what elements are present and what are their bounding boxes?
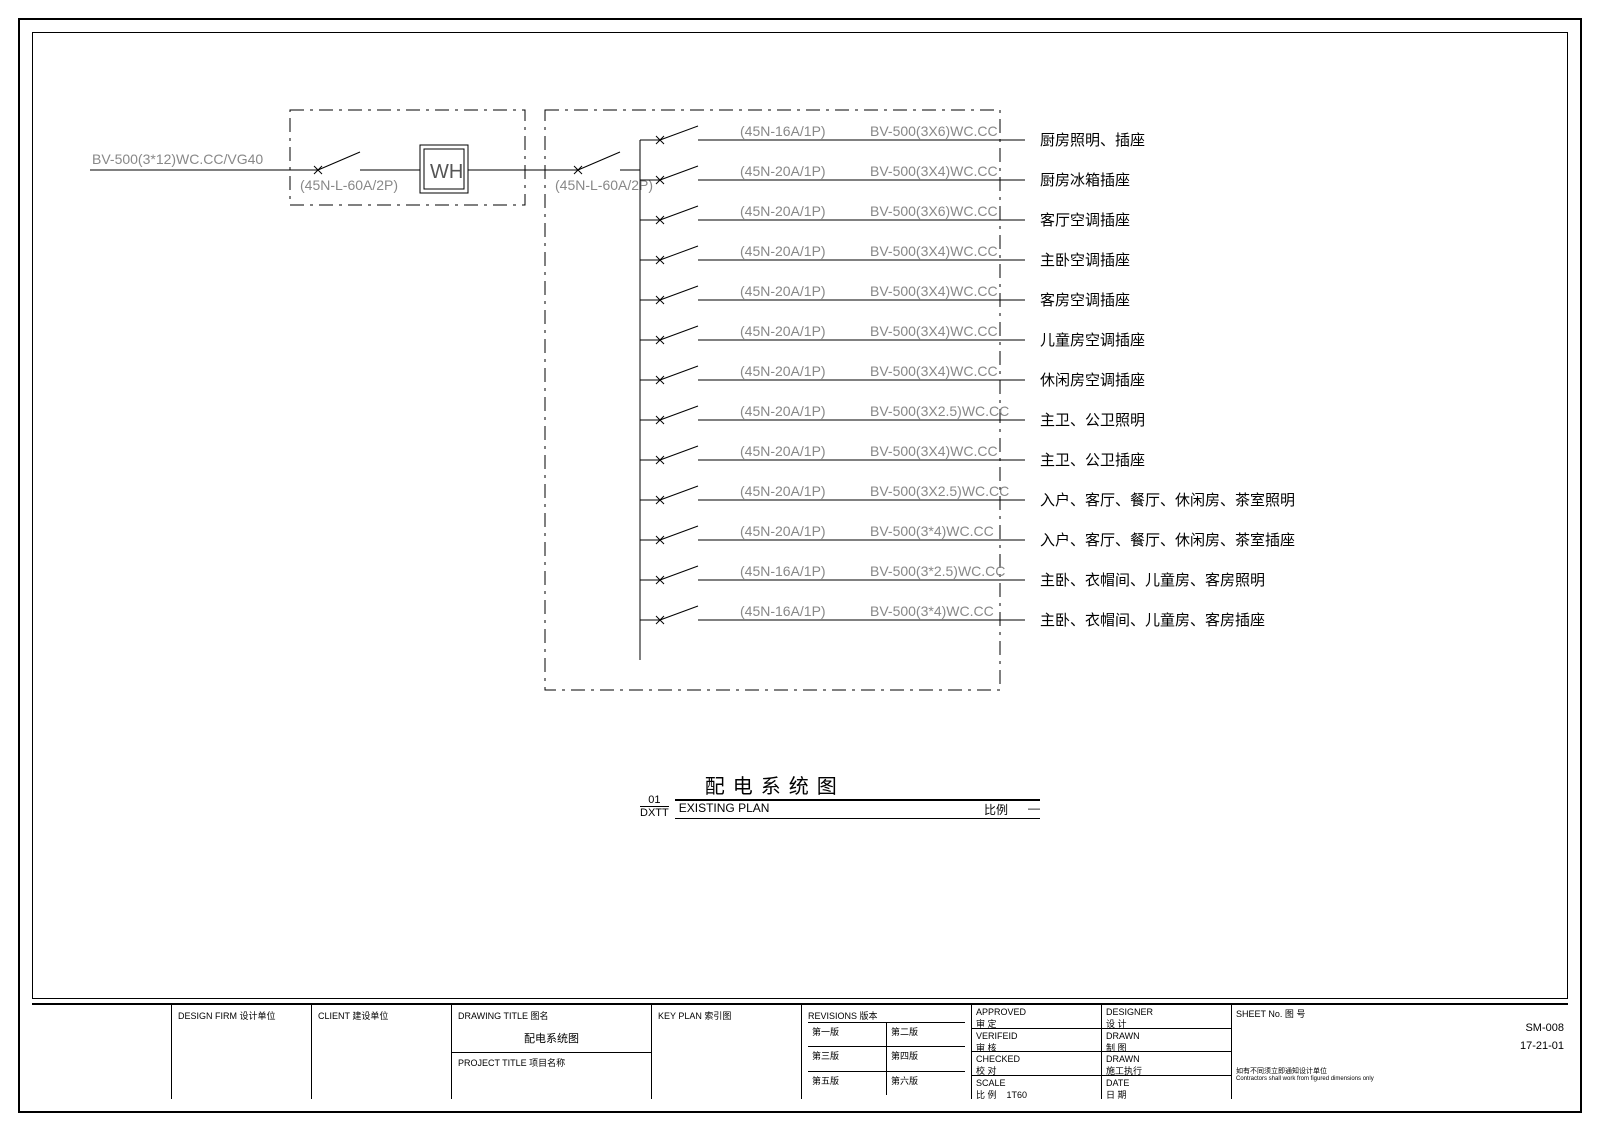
circuit-breaker-label: (45N-20A/1P)	[740, 163, 826, 179]
revision-cell: 第三版	[808, 1047, 887, 1070]
titleblock-col: APPROVED审 定VERIFEID审 核CHECKED校 对SCALE比 例…	[972, 1005, 1102, 1099]
circuits-group: (45N-16A/1P) BV-500(3X6)WC.CC 厨房照明、插座 (45N-…	[640, 123, 1295, 629]
distribution-diagram: BV-500(3*12)WC.CC/VG40 (45N-L-60A/2P) WH…	[0, 0, 1600, 1131]
titleblock-label: CLIENT 建设单位	[318, 1009, 445, 1022]
circuit-cable-label: BV-500(3*4)WC.CC	[870, 523, 994, 539]
incoming-breaker-label: (45N-L-60A/2P)	[300, 177, 398, 193]
circuit-breaker-label: (45N-16A/1P)	[740, 603, 826, 619]
circuit-breaker-label: (45N-20A/1P)	[740, 523, 826, 539]
titleblock-field: CHECKED校 对	[972, 1052, 1101, 1076]
circuit-description: 入户、客厅、餐厅、休闲房、茶室插座	[1040, 532, 1295, 549]
titleblock-field: VERIFEID审 核	[972, 1029, 1101, 1053]
title-en: EXISTING PLAN	[679, 801, 770, 818]
meter-label: WH	[430, 161, 463, 183]
revision-cell: 第五版	[808, 1072, 887, 1095]
circuit-description: 厨房照明、插座	[1040, 132, 1145, 149]
titleblock-field: SCALE比 例 1T60	[972, 1076, 1101, 1100]
titleblock-col: CLIENT 建设单位	[312, 1005, 452, 1099]
circuit-description: 客厅空调插座	[1040, 212, 1130, 229]
circuit-cable-label: BV-500(3X4)WC.CC	[870, 163, 998, 179]
circuit-description: 主卧、衣帽间、儿童房、客房插座	[1040, 611, 1265, 629]
revision-cell: 第二版	[887, 1023, 965, 1046]
drawing-title-block: 01 DXTT 配电系统图 EXISTING PLAN 比例 —	[640, 770, 1040, 819]
incoming-cable-label: BV-500(3*12)WC.CC/VG40	[92, 151, 263, 167]
circuit-cable-label: BV-500(3X4)WC.CC	[870, 243, 998, 259]
title-code: DXTT	[640, 807, 669, 819]
circuit-cable-label: BV-500(3X4)WC.CC	[870, 443, 998, 459]
title-num: 01	[640, 794, 669, 807]
circuit-cable-label: BV-500(3*2.5)WC.CC	[870, 563, 1005, 579]
circuit-description: 儿童房空调插座	[1040, 331, 1145, 349]
circuit-description: 厨房冰箱插座	[1040, 172, 1130, 189]
circuit-description: 主卧空调插座	[1040, 252, 1130, 269]
scale-label: 比例	[984, 801, 1008, 818]
titleblock-field: DRAWN施工执行	[1102, 1052, 1231, 1076]
circuit-cable-label: BV-500(3X6)WC.CC	[870, 203, 998, 219]
scale-value: —	[1028, 801, 1040, 818]
circuit-breaker-label: (45N-16A/1P)	[740, 563, 826, 579]
title-block: DESIGN FIRM 设计单位 CLIENT 建设单位 DRAWING TITLE…	[32, 1003, 1568, 1099]
circuit-breaker-label: (45N-20A/1P)	[740, 203, 826, 219]
circuit-breaker-label: (45N-20A/1P)	[740, 443, 826, 459]
circuit-breaker-label: (45N-20A/1P)	[740, 363, 826, 379]
circuit-breaker-label: (45N-20A/1P)	[740, 403, 826, 419]
circuit-cable-label: BV-500(3X4)WC.CC	[870, 283, 998, 299]
titleblock-label: KEY PLAN 索引图	[658, 1009, 795, 1022]
titleblock-col: SHEET No. 图 号SM-00817-21-01如有不同须立即通知设计单位…	[1232, 1005, 1568, 1099]
circuit-description: 入户、客厅、餐厅、休闲房、茶室照明	[1040, 492, 1295, 509]
circuit-cable-label: BV-500(3X4)WC.CC	[870, 363, 998, 379]
circuit-cable-label: BV-500(3X4)WC.CC	[870, 323, 998, 339]
circuit-description: 主卫、公卫插座	[1040, 452, 1145, 469]
titleblock-field: DATE日 期	[1102, 1076, 1231, 1100]
circuit-cable-label: BV-500(3X2.5)WC.CC	[870, 403, 1009, 419]
titleblock-col	[32, 1005, 172, 1099]
revision-cell: 第四版	[887, 1047, 965, 1070]
circuit-breaker-label: (45N-20A/1P)	[740, 483, 826, 499]
titleblock-col: DESIGN FIRM 设计单位	[172, 1005, 312, 1099]
main-breaker-symbol	[560, 152, 640, 174]
revision-cell: 第六版	[887, 1072, 965, 1095]
main-breaker-label: (45N-L-60A/2P)	[555, 177, 653, 193]
titleblock-label: DESIGN FIRM 设计单位	[178, 1009, 305, 1022]
titleblock-field: DESIGNER设 计	[1102, 1005, 1231, 1029]
circuit-description: 休闲房空调插座	[1040, 372, 1145, 389]
circuit-cable-label: BV-500(3*4)WC.CC	[870, 603, 994, 619]
drawing-sheet: BV-500(3*12)WC.CC/VG40 (45N-L-60A/2P) WH…	[0, 0, 1600, 1131]
titleblock-col: REVISIONS 版本第一版第二版第三版第四版第五版第六版	[802, 1005, 972, 1099]
circuit-breaker-label: (45N-20A/1P)	[740, 323, 826, 339]
circuit-breaker-label: (45N-16A/1P)	[740, 123, 826, 139]
titleblock-col: KEY PLAN 索引图	[652, 1005, 802, 1099]
circuit-breaker-label: (45N-20A/1P)	[740, 283, 826, 299]
titleblock-col: DESIGNER设 计DRAWN制 图DRAWN施工执行DATE日 期	[1102, 1005, 1232, 1099]
circuit-breaker-label: (45N-20A/1P)	[740, 243, 826, 259]
incoming-breaker-symbol	[300, 152, 420, 174]
titleblock-field: DRAWN制 图	[1102, 1029, 1231, 1053]
revision-cell: 第一版	[808, 1023, 887, 1046]
circuit-cable-label: BV-500(3X2.5)WC.CC	[870, 483, 1009, 499]
circuit-description: 主卧、衣帽间、儿童房、客房照明	[1040, 571, 1265, 589]
titleblock-field: APPROVED审 定	[972, 1005, 1101, 1029]
title-cn: 配电系统图	[675, 770, 1040, 801]
circuit-description: 主卫、公卫照明	[1040, 412, 1145, 429]
titleblock-col: DRAWING TITLE 图名配电系统图PROJECT TITLE 项目名称	[452, 1005, 652, 1099]
circuit-cable-label: BV-500(3X6)WC.CC	[870, 123, 998, 139]
circuit-description: 客房空调插座	[1040, 292, 1130, 309]
